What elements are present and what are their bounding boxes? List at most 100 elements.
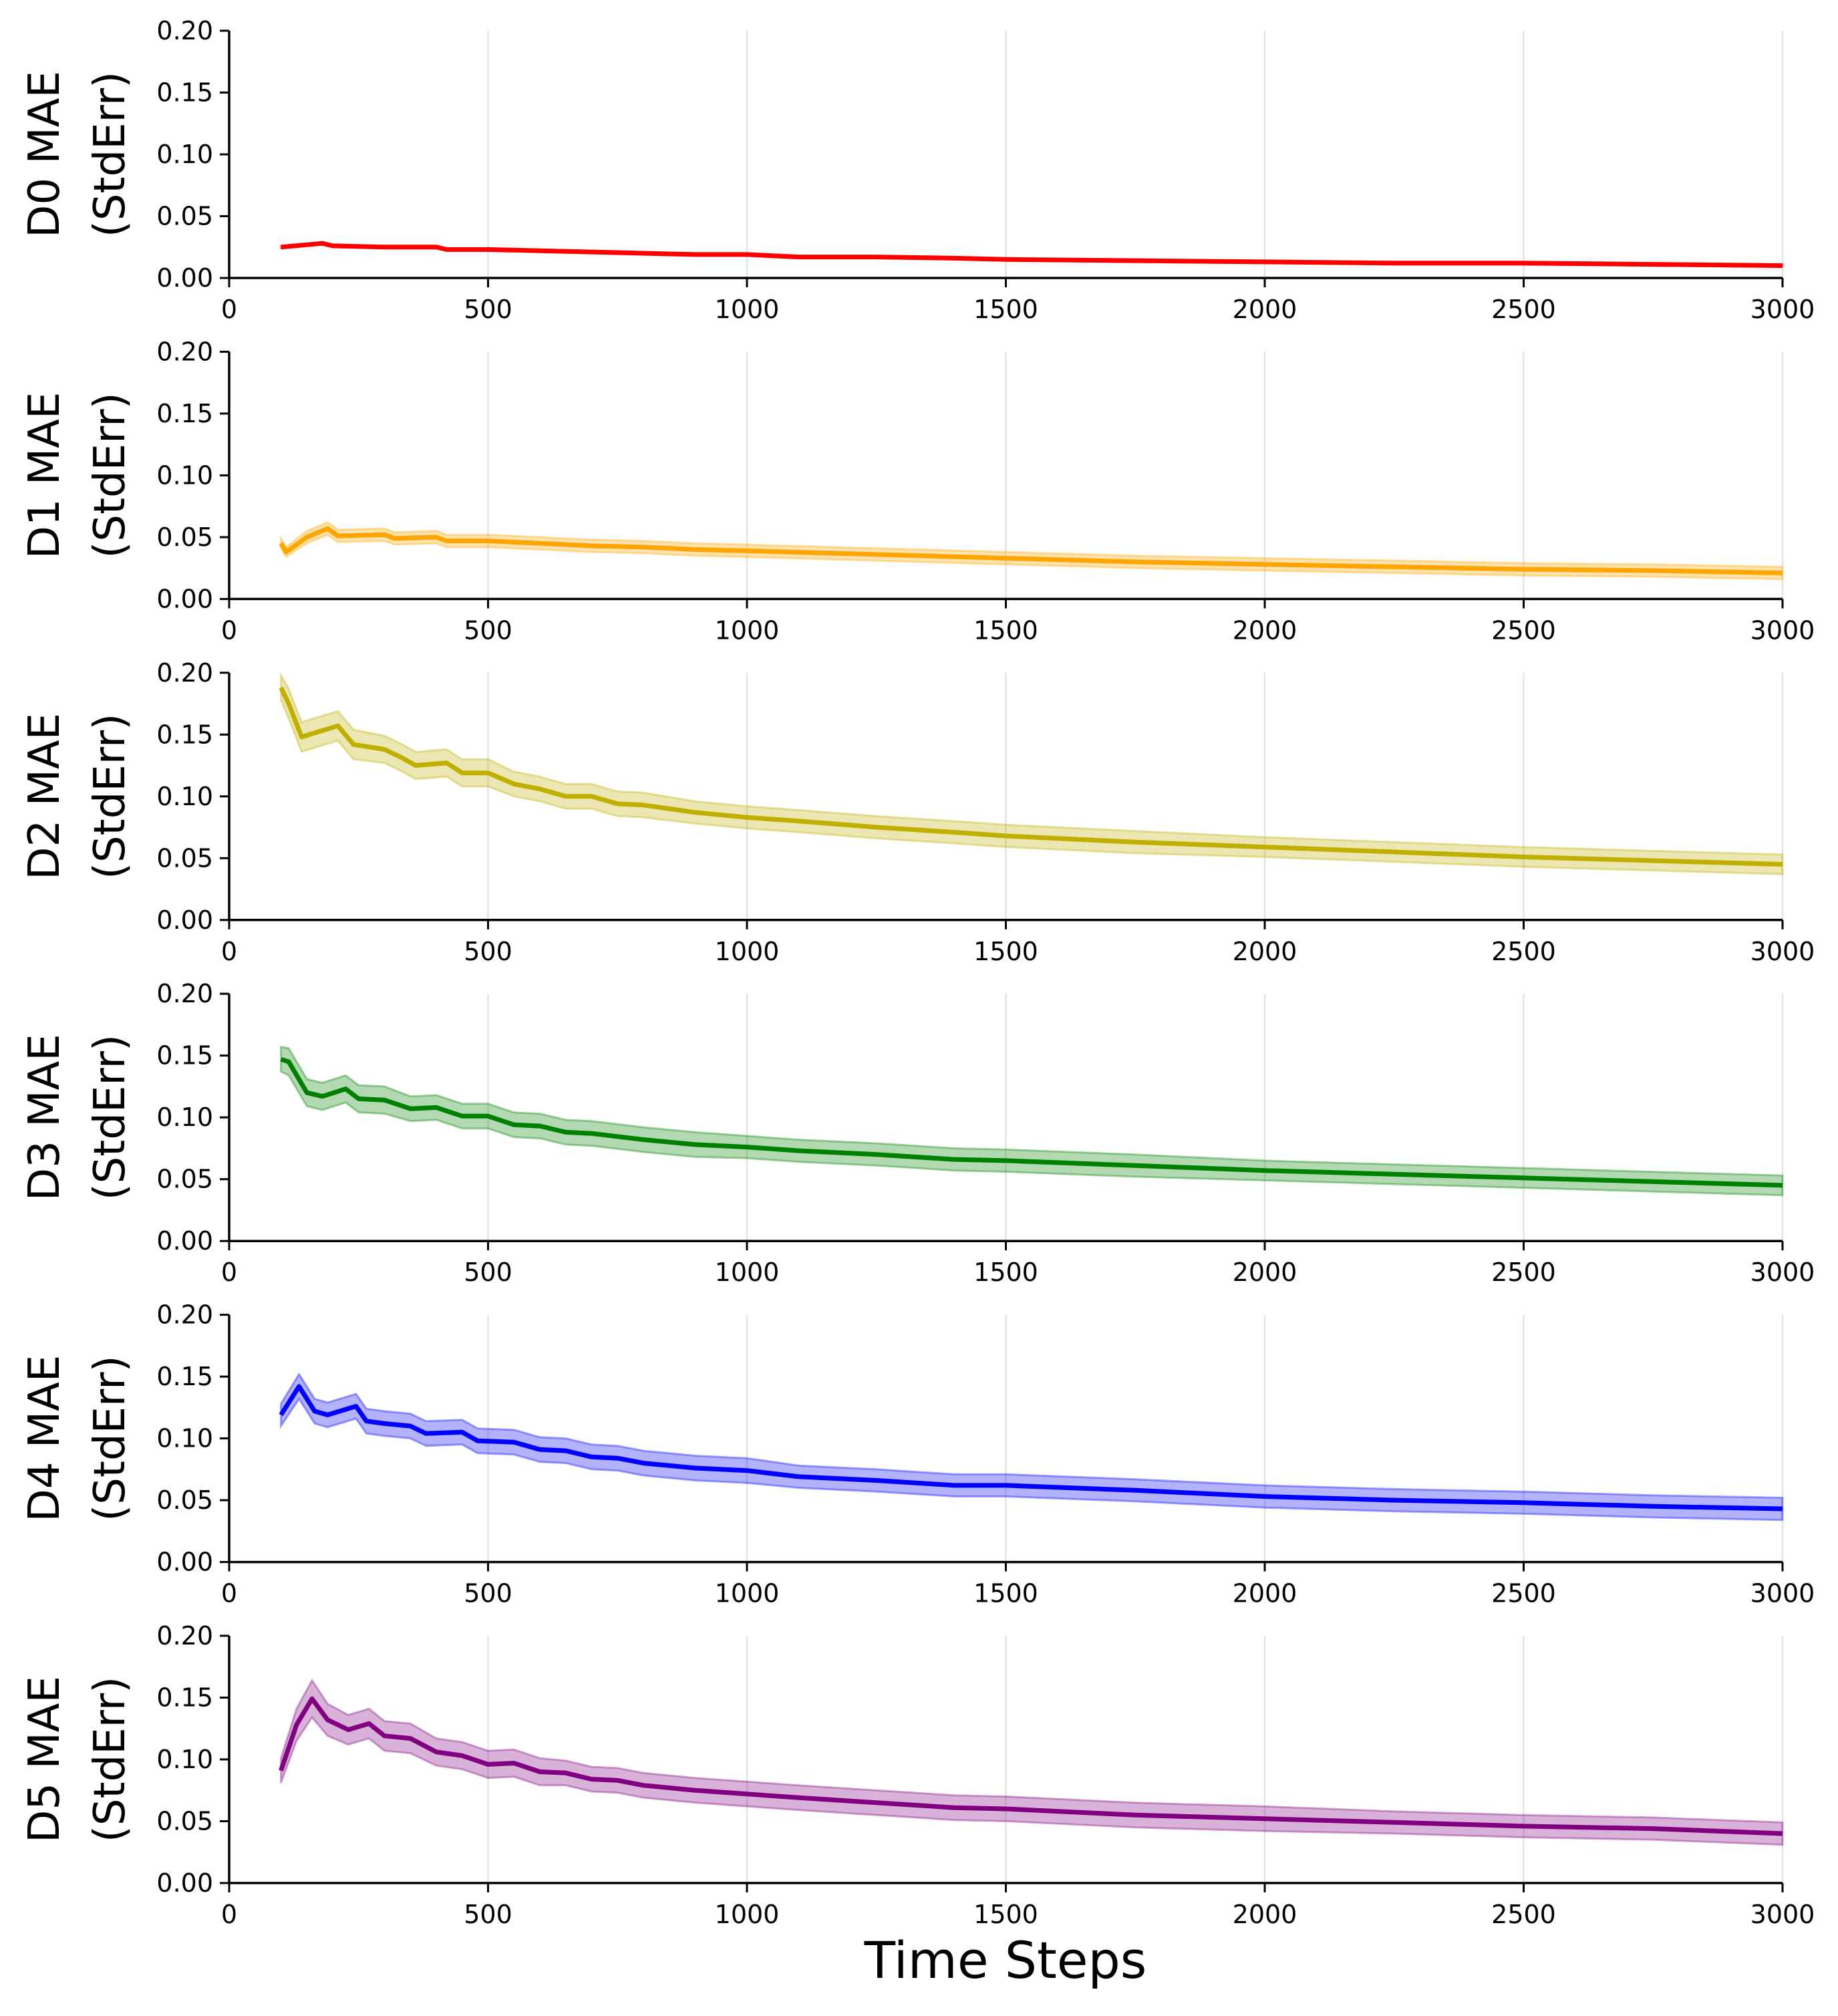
x-tick-label: 1500 (973, 1900, 1038, 1929)
x-tick-label: 0 (221, 615, 237, 645)
x-tick-label: 1500 (973, 1258, 1038, 1287)
y-axis-label: D4 MAE (20, 1355, 69, 1522)
x-tick-label: 1000 (715, 615, 780, 645)
y-axis-label-units: (StdErr) (86, 392, 135, 558)
x-tick-label: 3000 (1750, 1579, 1815, 1608)
x-tick-label: 500 (464, 615, 512, 645)
x-tick-label: 1500 (973, 1579, 1038, 1608)
y-tick-label: 0.00 (156, 1226, 213, 1256)
x-tick-label: 3000 (1750, 937, 1815, 966)
x-tick-label: 1000 (715, 1579, 780, 1608)
x-tick-label: 2000 (1233, 295, 1297, 324)
y-tick-label: 0.20 (156, 337, 213, 366)
y-axis-label: D0 MAE (20, 71, 69, 238)
y-tick-label: 0.05 (156, 1485, 213, 1515)
x-tick-label: 2500 (1491, 937, 1556, 966)
y-tick-label: 0.15 (156, 78, 213, 108)
x-tick-label: 3000 (1750, 295, 1815, 324)
y-tick-label: 0.15 (156, 1362, 213, 1391)
y-axis-label-units: (StdErr) (86, 714, 135, 879)
x-tick-label: 2500 (1491, 1579, 1556, 1608)
panel-d0: 0.00 0.05 0.10 0.15 0.20 0 500 1000 1500 2000 2500… (20, 16, 1815, 324)
y-tick-label: 0.15 (156, 399, 213, 428)
panel-d3: 0.00 0.05 0.10 0.15 0.20 0 500 1000 1500 2000 2500… (20, 979, 1815, 1287)
mean-line (279, 686, 1783, 867)
y-axis-label: D5 MAE (20, 1676, 69, 1843)
mean-line (279, 1696, 1783, 1836)
y-tick-label: 0.10 (156, 782, 213, 811)
y-tick-label: 0.10 (156, 1103, 213, 1132)
y-tick-label: 0.20 (156, 1621, 213, 1650)
x-tick-label: 500 (464, 937, 512, 966)
stderr-band (280, 1372, 1784, 1522)
y-tick-label: 0.15 (156, 1041, 213, 1070)
x-tick-label: 2500 (1491, 295, 1556, 324)
y-axis-label-units: (StdErr) (86, 1355, 135, 1521)
y-axis-label-units: (StdErr) (86, 1677, 135, 1842)
y-tick-label: 0.05 (156, 523, 213, 552)
x-tick-label: 2000 (1233, 937, 1297, 966)
y-axis-label-units: (StdErr) (86, 1034, 135, 1200)
x-tick-label: 1000 (715, 1900, 780, 1929)
x-tick-label: 0 (221, 937, 237, 966)
y-tick-label: 0.20 (156, 16, 213, 45)
y-tick-label: 0.10 (156, 1424, 213, 1453)
y-tick-label: 0.20 (156, 1300, 213, 1330)
x-tick-label: 2500 (1491, 615, 1556, 645)
x-tick-label: 2500 (1491, 1900, 1556, 1929)
x-tick-label: 1000 (715, 1258, 780, 1287)
y-tick-label: 0.00 (156, 1548, 213, 1577)
y-axis-label: D3 MAE (20, 1034, 69, 1201)
y-tick-label: 0.05 (156, 843, 213, 873)
x-tick-label: 2500 (1491, 1258, 1556, 1287)
mean-line (279, 526, 1783, 575)
x-tick-label: 0 (221, 1900, 237, 1929)
x-axis-label: Time Steps (864, 1930, 1147, 1990)
y-tick-label: 0.05 (156, 1807, 213, 1836)
x-tick-label: 500 (464, 1900, 512, 1929)
y-tick-label: 0.05 (156, 1165, 213, 1194)
mean-line (281, 241, 1783, 268)
x-tick-label: 2000 (1233, 615, 1297, 645)
x-tick-label: 500 (464, 295, 512, 324)
x-tick-label: 1500 (973, 295, 1038, 324)
y-tick-label: 0.00 (156, 263, 213, 293)
y-tick-label: 0.00 (156, 905, 213, 935)
stderr-band (280, 671, 1784, 875)
y-axis-label: D1 MAE (20, 392, 69, 559)
mean-line (280, 1056, 1783, 1188)
x-tick-label: 3000 (1750, 1258, 1815, 1287)
x-tick-label: 500 (464, 1579, 512, 1608)
y-axis-label: D2 MAE (20, 713, 69, 880)
x-tick-label: 500 (464, 1258, 512, 1287)
panel-d5: 0.00 0.05 0.10 0.15 0.20 0 500 1000 1500 2000 2500… (20, 1621, 1815, 1929)
y-tick-label: 0.10 (156, 140, 213, 169)
panel-d4: 0.00 0.05 0.10 0.15 0.20 0 500 1000 1500 2000 2500… (20, 1300, 1815, 1608)
y-tick-label: 0.10 (156, 460, 213, 490)
y-tick-label: 0.20 (156, 979, 213, 1008)
x-tick-label: 2000 (1233, 1258, 1297, 1287)
x-tick-label: 1000 (715, 937, 780, 966)
mean-line (279, 1384, 1783, 1511)
panel-d2: 0.00 0.05 0.10 0.15 0.20 0 500 1000 1500 2000 2500… (20, 658, 1815, 966)
x-tick-label: 2000 (1233, 1900, 1297, 1929)
y-tick-label: 0.15 (156, 1683, 213, 1713)
x-tick-label: 0 (221, 1258, 237, 1287)
x-tick-label: 1500 (973, 615, 1038, 645)
y-tick-label: 0.20 (156, 658, 213, 688)
x-tick-label: 0 (221, 1579, 237, 1608)
y-tick-label: 0.00 (156, 584, 213, 613)
x-tick-label: 1000 (715, 295, 780, 324)
x-tick-label: 3000 (1750, 615, 1815, 645)
y-axis-label-units: (StdErr) (86, 71, 135, 237)
panel-d1: 0.00 0.05 0.10 0.15 0.20 0 500 1000 1500 2000 2500… (20, 337, 1815, 645)
x-tick-label: 0 (221, 295, 237, 324)
y-tick-label: 0.10 (156, 1745, 213, 1774)
x-tick-label: 3000 (1750, 1900, 1815, 1929)
y-tick-label: 0.15 (156, 720, 213, 749)
y-tick-label: 0.00 (156, 1868, 213, 1898)
x-tick-label: 2000 (1233, 1579, 1297, 1608)
x-tick-label: 1500 (973, 937, 1038, 966)
y-tick-label: 0.05 (156, 202, 213, 231)
